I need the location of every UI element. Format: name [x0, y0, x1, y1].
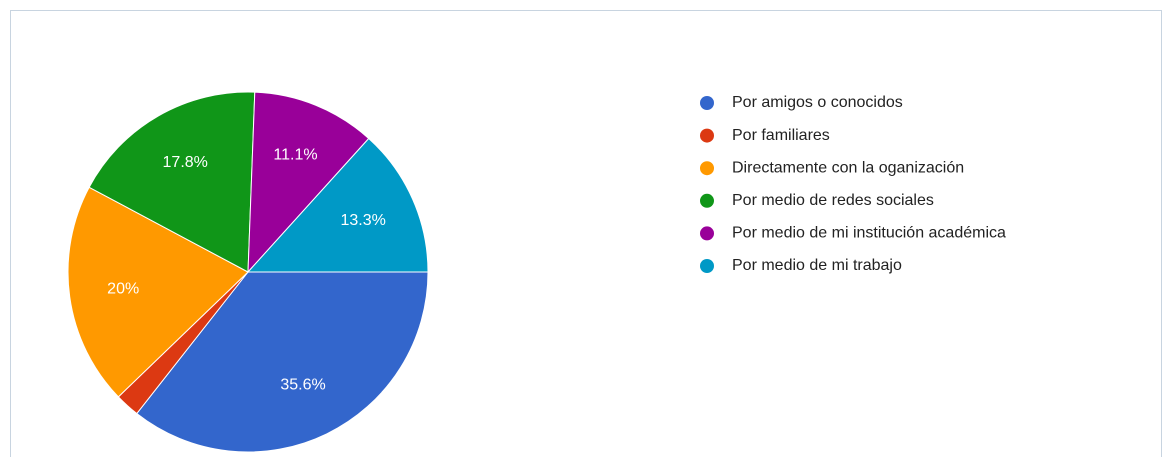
pie-slice [88, 91, 256, 273]
pie-slice [246, 137, 429, 273]
legend-label: Por medio de mi trabajo [732, 257, 902, 274]
legend-swatch [700, 161, 714, 176]
pie-slice [247, 91, 370, 274]
legend-swatch [700, 128, 714, 143]
legend-swatch [700, 193, 714, 208]
slice-label: 35.6% [280, 377, 325, 394]
legend-label: Por medio de redes sociales [732, 192, 934, 209]
slice-label: 17.8% [163, 154, 208, 171]
legend-label: Por medio de mi institución académica [732, 225, 1006, 242]
legend-label: Por amigos o conocidos [732, 94, 903, 111]
legend-swatch [700, 226, 714, 241]
slice-label: 13.3% [340, 212, 385, 229]
pie-slice [136, 271, 429, 453]
legend-swatch [700, 259, 714, 273]
legend-label: Por familiares [732, 127, 830, 144]
legend-swatch [700, 96, 714, 110]
legend-label: Directamente con la oganización [732, 159, 964, 176]
slice-label: 11.1% [273, 147, 317, 164]
slice-label: 20% [107, 281, 139, 298]
pie-slice [67, 186, 249, 398]
